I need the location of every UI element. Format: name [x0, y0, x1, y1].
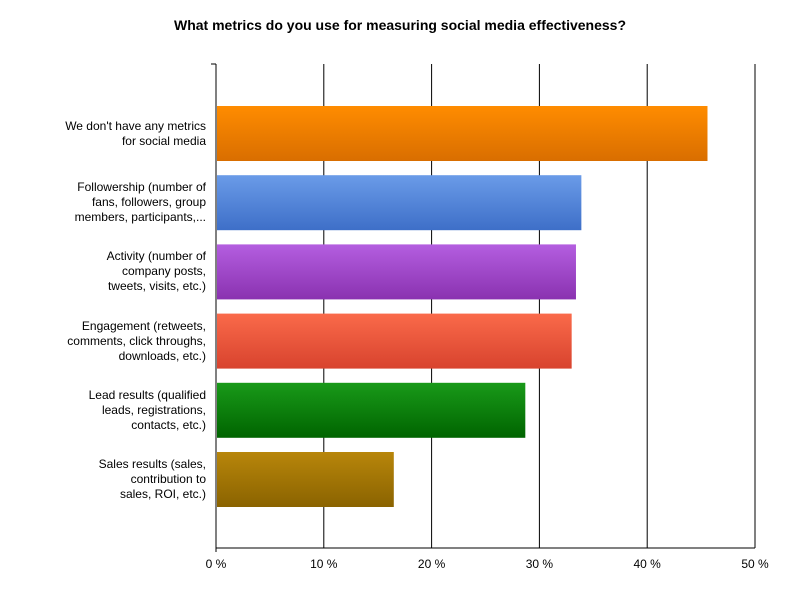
bar [217, 106, 708, 161]
category-label-line: Lead results (qualified [88, 387, 206, 402]
category-label-line: Activity (number of [106, 249, 206, 264]
bar [217, 382, 526, 438]
category-label-line: for social media [121, 133, 206, 148]
category-label-line: fans, followers, group [91, 195, 206, 210]
bar [217, 452, 394, 507]
category-label-line: company posts, [121, 264, 206, 279]
category-label-line: sales, ROI, etc.) [119, 487, 206, 501]
category-label: Engagement (retweets, comments, click thr… [36, 319, 206, 364]
category-label-line: We don't have any metrics [65, 118, 206, 133]
x-tick-label: 0 % [205, 557, 227, 571]
category-label: Sales results (sales, contribution to sale… [36, 457, 206, 502]
category-label: Activity (number of company posts, tweets,… [36, 249, 206, 294]
chart-title: What metrics do you use for measuring so… [173, 17, 627, 33]
bar [217, 313, 572, 369]
x-tick-label: 10 % [310, 557, 338, 571]
category-label: Lead results (qualified leads, registrati… [36, 388, 206, 433]
category-label-line: contacts, etc.) [131, 417, 206, 432]
x-tick-label: 50 % [741, 557, 769, 571]
bar [217, 244, 576, 300]
bar [217, 175, 582, 231]
category-label-line: tweets, visits, etc.) [107, 279, 206, 294]
category-label-line: Engagement (retweets, [81, 318, 206, 333]
category-label: Followership (number of fans, followers, … [36, 180, 206, 225]
x-tick-label: 20 % [417, 557, 446, 571]
category-label-line: leads, registrations, [101, 402, 206, 417]
category-label-line: contribution to [130, 472, 206, 486]
category-label-line: downloads, etc.) [118, 348, 206, 363]
category-label: We don't have any metrics for social medi… [36, 119, 206, 149]
x-tick-label: 30 % [525, 557, 554, 571]
x-tick-label: 40 % [633, 557, 661, 571]
category-label-line: members, participants,... [74, 210, 206, 225]
category-label-line: comments, click throughs, [67, 333, 206, 348]
category-label-line: Followership (number of [77, 180, 206, 195]
category-label-line: Sales results (sales, [98, 457, 206, 471]
